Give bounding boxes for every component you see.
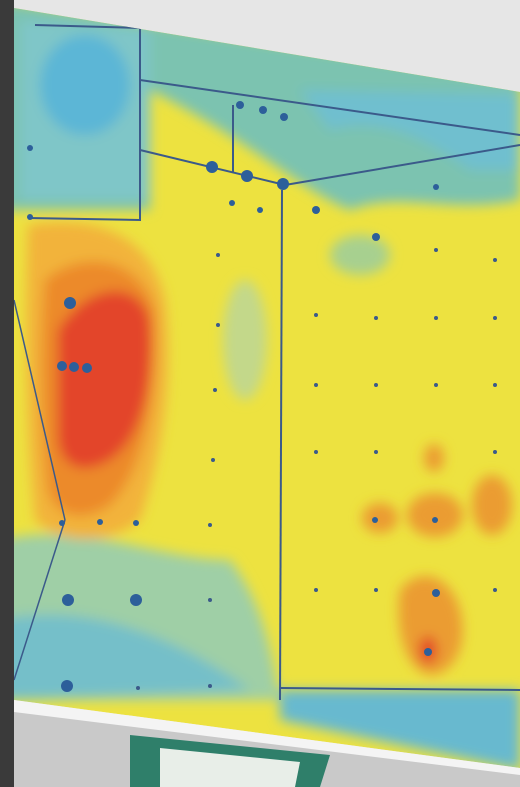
- dot: [280, 113, 288, 121]
- dot: [97, 519, 103, 525]
- dot: [57, 361, 67, 371]
- dot: [314, 450, 318, 454]
- dot: [133, 520, 139, 526]
- wall-line: [279, 189, 283, 701]
- dot: [374, 383, 378, 387]
- dot: [314, 313, 318, 317]
- blue-zone: [280, 690, 520, 768]
- dot: [216, 253, 220, 257]
- dot: [130, 594, 142, 606]
- dot: [211, 458, 215, 462]
- dot: [259, 106, 267, 114]
- dot: [432, 589, 440, 597]
- blue-zone: [300, 90, 520, 170]
- dot: [493, 316, 497, 320]
- second-sheet-room: [160, 748, 300, 787]
- dot: [434, 383, 438, 387]
- orange-zone: [424, 444, 444, 472]
- dot: [206, 161, 218, 173]
- dot: [229, 200, 235, 206]
- dot: [433, 184, 439, 190]
- blue-zone: [40, 35, 130, 135]
- wall-line: [14, 299, 66, 521]
- wall-line: [14, 519, 66, 681]
- dot: [424, 648, 432, 656]
- teal-zone: [14, 614, 250, 700]
- orange-zone: [362, 503, 398, 533]
- orange-zone: [407, 493, 463, 537]
- dot: [69, 362, 79, 372]
- green-zone: [223, 280, 267, 400]
- dot: [27, 145, 33, 151]
- dot: [493, 258, 497, 262]
- left-edge: [0, 0, 14, 787]
- floor-plan-lines: [14, 24, 520, 701]
- wall-line: [284, 144, 520, 186]
- orange-zone: [472, 475, 512, 535]
- dot: [374, 450, 378, 454]
- dot: [59, 520, 65, 526]
- dot: [374, 588, 378, 592]
- small-dots: [136, 248, 497, 690]
- dot: [62, 594, 74, 606]
- dot: [493, 588, 497, 592]
- dot: [216, 323, 220, 327]
- dot: [372, 233, 380, 241]
- dot: [374, 316, 378, 320]
- dot: [236, 101, 244, 109]
- red-zone: [58, 291, 151, 469]
- dot: [213, 388, 217, 392]
- sensor-dots: [27, 101, 440, 692]
- green-zone: [330, 235, 390, 275]
- dot: [434, 248, 438, 252]
- dot: [493, 450, 497, 454]
- dot: [493, 383, 497, 387]
- dot: [257, 207, 263, 213]
- dot: [61, 680, 73, 692]
- dot: [27, 214, 33, 220]
- wall-line: [139, 79, 520, 136]
- dot: [432, 517, 438, 523]
- orange-zone: [398, 576, 463, 675]
- dot: [241, 170, 253, 182]
- dot: [372, 517, 378, 523]
- contours: [14, 8, 520, 768]
- dot: [208, 684, 212, 688]
- dot: [314, 588, 318, 592]
- dot: [208, 523, 212, 527]
- dot: [434, 316, 438, 320]
- dot: [277, 178, 289, 190]
- dot: [312, 206, 320, 214]
- dot: [64, 297, 76, 309]
- dot: [82, 363, 92, 373]
- dot: [314, 383, 318, 387]
- wall-line: [27, 24, 141, 222]
- wall-line: [279, 687, 520, 691]
- dot: [208, 598, 212, 602]
- dot: [136, 686, 140, 690]
